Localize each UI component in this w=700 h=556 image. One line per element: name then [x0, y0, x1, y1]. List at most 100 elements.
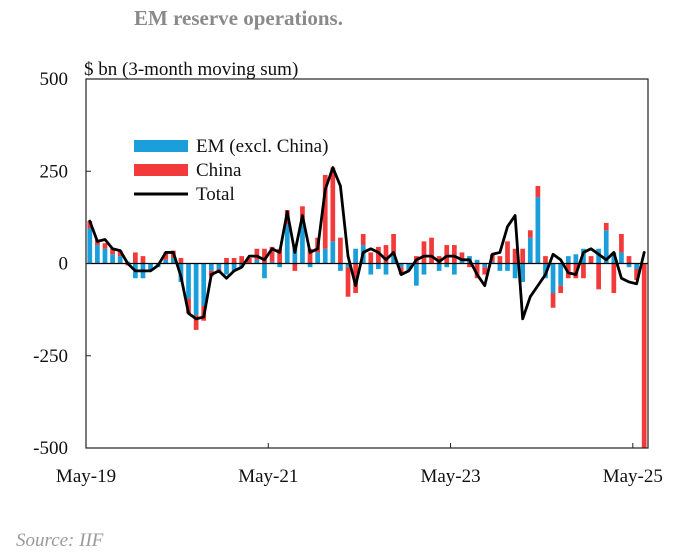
bar-em [520, 263, 526, 282]
bar-china [117, 250, 123, 257]
bar-china [603, 222, 609, 231]
bar-em [163, 259, 169, 264]
bar-china [133, 252, 138, 264]
bar-china [611, 263, 617, 294]
y-axis-ticks: 500 250 0 -250 -500 [33, 69, 91, 459]
bar-em [406, 263, 412, 271]
bar-china [163, 252, 169, 260]
bar-em [186, 263, 191, 299]
bar-em [148, 263, 153, 271]
legend-total-label: Total [196, 184, 235, 205]
bar-china [246, 257, 252, 264]
bar-china [110, 248, 115, 255]
bar-china [505, 241, 510, 264]
bar-em [444, 263, 450, 268]
bar-em [338, 263, 343, 271]
legend-em-swatch [134, 140, 188, 152]
bar-em [193, 263, 199, 316]
bar-china [467, 263, 472, 268]
bar-china [421, 241, 427, 264]
bar-em [231, 263, 237, 271]
y-axis-title: $ bn (3-month moving sum) [84, 59, 298, 80]
bar-em [398, 263, 404, 268]
bar-em [102, 248, 108, 264]
series-em-bars [87, 197, 639, 316]
bar-em [383, 263, 389, 275]
bar-em [505, 263, 510, 271]
bar-china [269, 246, 275, 262]
bar-em [451, 263, 457, 275]
bar-china [520, 248, 526, 264]
bar-em [284, 224, 290, 264]
chart-title: EM reserve operations. [134, 6, 343, 30]
bar-china [368, 252, 374, 264]
x-axis-ticks: May-19 May-21 May-23 May-25 [56, 443, 663, 487]
bar-china [322, 174, 328, 249]
bar-china [619, 233, 624, 253]
bar-china [186, 298, 191, 314]
bar-em [345, 263, 351, 268]
bar-em [353, 248, 358, 264]
bar-china [535, 186, 541, 198]
bar-china [277, 248, 283, 264]
bar-china [391, 233, 396, 257]
bar-china [338, 237, 343, 264]
bar-em [391, 256, 396, 264]
bar-em [619, 252, 624, 264]
bar-china [360, 233, 366, 246]
bar-em [201, 263, 207, 306]
bar-em [292, 245, 298, 264]
bar-china [345, 267, 351, 297]
source-note: Source: IIF [16, 530, 104, 551]
bar-china [459, 252, 465, 260]
series-total-line [88, 166, 646, 321]
bar-em [512, 263, 518, 279]
bar-em [414, 263, 419, 286]
bar-em [527, 237, 533, 264]
legend: EM (excl. China) China Total [134, 136, 328, 205]
bar-em [170, 257, 176, 264]
bar-china [231, 257, 237, 264]
x-tick-label: May-25 [603, 466, 663, 487]
bar-china [254, 248, 260, 260]
bar-em [224, 263, 229, 275]
bar-em [368, 263, 374, 275]
bar-china [543, 256, 548, 264]
bar-china [140, 256, 146, 264]
bar-china [292, 263, 298, 271]
bar-china [436, 256, 442, 264]
bar-china [262, 248, 267, 264]
bar-china [626, 256, 632, 264]
x-tick-label: May-19 [56, 466, 116, 487]
bar-em [87, 228, 93, 264]
bar-em [611, 252, 617, 264]
bar-em [596, 248, 601, 264]
bar-china [224, 257, 229, 264]
bar-em [482, 263, 488, 268]
bar-em [558, 263, 564, 286]
bar-em [208, 263, 214, 271]
bar-em [626, 263, 632, 268]
bar-em [436, 263, 442, 271]
bar-china [178, 257, 184, 264]
legend-china-swatch [134, 164, 188, 176]
bar-em [565, 256, 571, 264]
bar-em [459, 259, 465, 264]
bar-china [588, 256, 594, 264]
bar-em [269, 261, 275, 264]
x-tick-label: May-21 [238, 466, 298, 487]
bar-em [277, 263, 283, 268]
bar-em [110, 254, 115, 264]
bar-china [497, 256, 503, 264]
total-line [88, 166, 646, 321]
bar-china [451, 245, 457, 264]
bar-em [634, 263, 639, 270]
bar-china [429, 237, 434, 264]
bar-em [330, 241, 336, 264]
bar-china [634, 269, 639, 281]
bar-china [550, 293, 556, 308]
series-china-bars [87, 167, 647, 448]
bar-china [581, 263, 586, 279]
bar-china [641, 263, 647, 448]
bar-china [558, 285, 564, 294]
